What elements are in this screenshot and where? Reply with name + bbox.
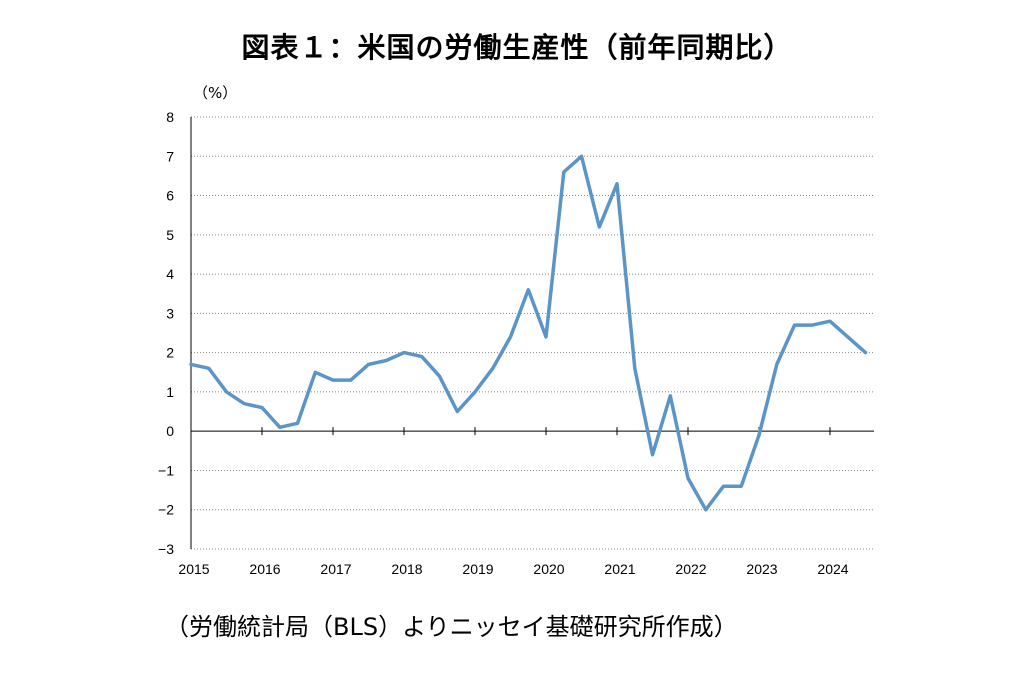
source-note: （労働統計局（BLS）よりニッセイ基礎研究所作成） [165, 613, 738, 641]
x-tick-label: 2024 [817, 561, 848, 577]
y-tick-label: 0 [166, 423, 174, 439]
series-layer [189, 154, 868, 512]
y-tick-label: 3 [166, 305, 174, 321]
gridlines [191, 116, 874, 550]
x-tick-label: 2019 [462, 561, 493, 577]
y-tick-label: 2 [166, 345, 174, 361]
y-tick-label: 1 [166, 384, 174, 400]
series-line [189, 154, 868, 512]
x-tick-label: 2017 [320, 561, 351, 577]
y-tick-label: −3 [158, 541, 174, 557]
y-tick-label: −2 [158, 502, 174, 518]
x-tick-label: 2022 [675, 561, 706, 577]
y-tick-label: 5 [166, 227, 174, 243]
chart-title: 図表１：米国の労働生産性（前年同期比） [241, 31, 793, 64]
x-tick-label: 2018 [391, 561, 422, 577]
x-tick-label: 2016 [249, 561, 280, 577]
y-axis-unit: （%） [193, 84, 238, 102]
y-tick-label: −1 [158, 462, 174, 478]
y-tick-label: 6 [166, 188, 174, 204]
x-tick-label: 2015 [178, 561, 209, 577]
y-tick-label: 8 [166, 109, 174, 125]
y-tick-label: 7 [166, 148, 174, 164]
x-tick-label: 2023 [746, 561, 777, 577]
axes [190, 117, 874, 549]
x-tick-label: 2021 [604, 561, 635, 577]
x-tick-label: 2020 [533, 561, 564, 577]
y-tick-label: 4 [166, 266, 174, 282]
